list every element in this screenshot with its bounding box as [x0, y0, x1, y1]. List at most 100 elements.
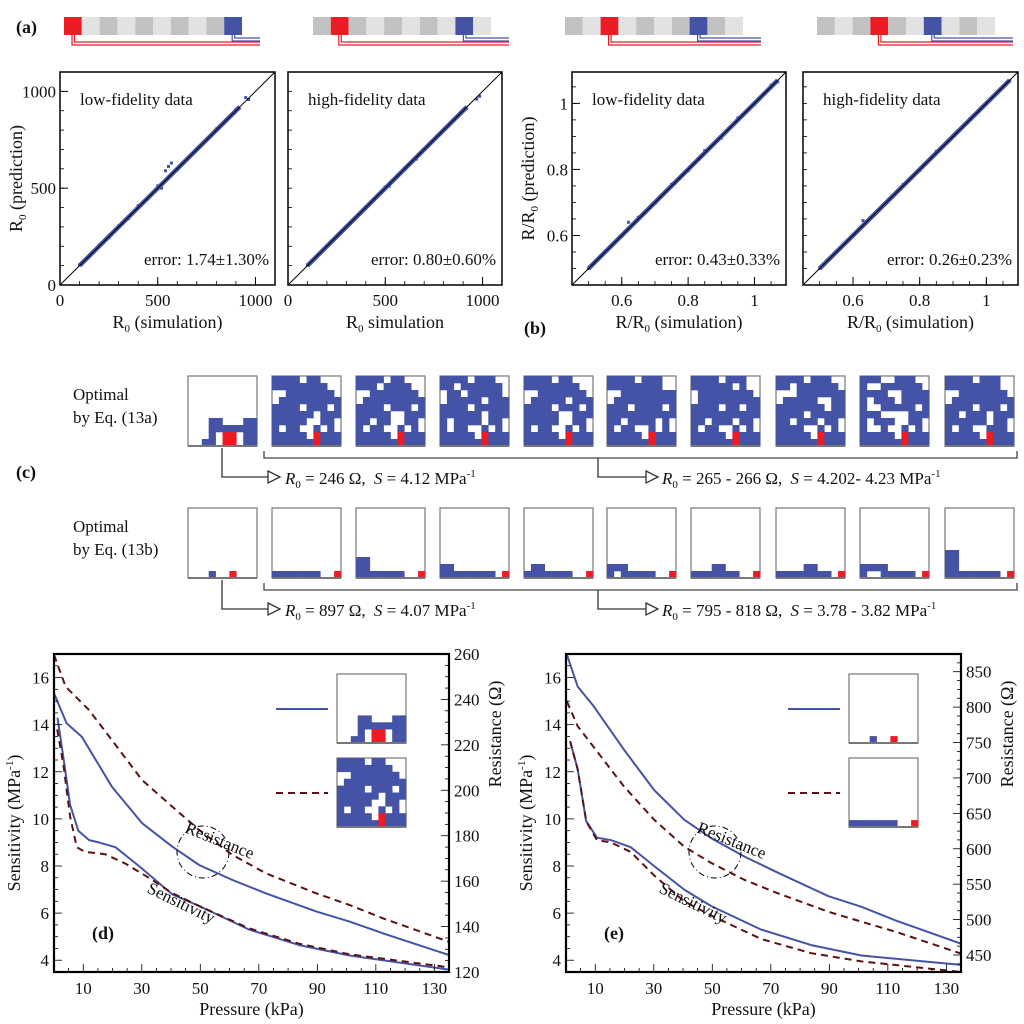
- conductive-cell: [869, 736, 877, 744]
- x-tick-label: 110: [875, 979, 900, 998]
- conductive-cell: [972, 432, 980, 440]
- y-right-tick-label: 240: [454, 690, 480, 709]
- conductive-cell: [620, 411, 628, 419]
- conductive-cell: [711, 383, 719, 391]
- conductive-cell: [613, 439, 622, 447]
- conductive-cell: [327, 418, 335, 426]
- conductive-cell: [502, 439, 510, 447]
- sensitivity-dashed-line: [569, 740, 961, 972]
- conductive-cell: [915, 390, 923, 398]
- conductive-cell: [357, 778, 365, 786]
- conductive-cell: [208, 432, 216, 440]
- optimal-pattern: [859, 375, 930, 447]
- panel-caption: low-fidelity data: [80, 90, 193, 109]
- conductive-cell: [915, 418, 923, 426]
- conductive-cell: [385, 813, 393, 821]
- label-a: (a): [16, 17, 37, 38]
- conductive-cell: [725, 383, 733, 391]
- optimal-pattern: [606, 375, 677, 447]
- conductive-cell: [662, 397, 670, 405]
- y-left-tick-label: 10: [544, 810, 561, 829]
- conductive-cell: [993, 418, 1001, 426]
- conductive-cell: [860, 397, 868, 405]
- conductive-cell: [369, 411, 377, 419]
- electrode-red: [371, 736, 379, 744]
- conductive-cell: [796, 571, 804, 579]
- conductive-cell: [669, 404, 677, 412]
- conductive-cell: [803, 439, 811, 447]
- y-tick-label: 0.8: [547, 160, 568, 179]
- conductive-cell: [320, 404, 328, 412]
- pattern-frame: [271, 507, 342, 579]
- conductive-cell: [460, 439, 468, 447]
- conductive-cell: [544, 425, 552, 433]
- conductive-cell: [620, 397, 628, 405]
- conductive-cell: [474, 571, 482, 579]
- conductive-cell: [474, 404, 482, 412]
- y-left-tick-label: 4: [553, 951, 562, 970]
- conductive-cell: [411, 432, 419, 440]
- conductive-cell: [524, 571, 532, 579]
- conductive-cell: [337, 813, 345, 821]
- conductive-cell: [607, 383, 615, 391]
- conductive-cell: [838, 432, 846, 440]
- conductive-cell: [369, 397, 377, 405]
- conductive-cell: [327, 397, 335, 405]
- red-wire: [338, 35, 509, 46]
- conductive-cell: [440, 432, 448, 440]
- conductive-cell: [586, 404, 594, 412]
- conductive-cell: [371, 758, 379, 766]
- conductive-cell: [453, 571, 461, 579]
- conductive-cell: [579, 432, 587, 440]
- conductive-cell: [397, 404, 405, 412]
- conductive-cell: [648, 376, 656, 384]
- conductive-cell: [215, 425, 223, 433]
- optimal-pattern: [271, 375, 342, 447]
- conductive-cell: [796, 390, 804, 398]
- y-left-axis-label: Sensitivity (MPa-1): [4, 755, 25, 892]
- conductive-cell: [357, 785, 365, 793]
- electrode-red: [669, 571, 677, 579]
- optimal-pattern: [271, 507, 342, 579]
- conductive-cell: [460, 571, 468, 579]
- conductive-cell: [958, 418, 966, 426]
- conductive-cell: [537, 425, 545, 433]
- conductive-cell: [383, 439, 391, 447]
- conductive-cell: [306, 397, 314, 405]
- conductive-cell: [776, 376, 784, 384]
- data-point: [414, 157, 418, 161]
- conductive-cell: [292, 439, 300, 447]
- conductive-cell: [356, 404, 364, 412]
- conductive-cell: [250, 418, 258, 426]
- conductive-cell: [648, 404, 656, 412]
- conductive-cell: [669, 390, 677, 398]
- conductive-cell: [399, 715, 407, 723]
- conductive-cell: [655, 390, 663, 398]
- conductive-cell: [356, 439, 364, 447]
- conductive-cell: [558, 383, 566, 391]
- conductive-cell: [488, 418, 496, 426]
- conductive-cell: [343, 758, 352, 766]
- conductive-cell: [327, 432, 335, 440]
- conductive-cell: [565, 425, 573, 433]
- conductive-cell: [392, 722, 400, 730]
- conductive-cell: [579, 418, 587, 426]
- conductive-cell: [972, 439, 980, 447]
- conductive-cell: [392, 736, 400, 744]
- conductive-cell: [530, 411, 539, 419]
- conductive-cell: [704, 439, 712, 447]
- conductive-cell: [285, 439, 293, 447]
- conductive-cell: [725, 571, 733, 579]
- conductive-cell: [831, 383, 839, 391]
- conductive-cell: [634, 571, 642, 579]
- conductive-cell: [208, 418, 216, 426]
- conductive-cell: [502, 432, 510, 440]
- conductive-cell: [627, 397, 635, 405]
- conductive-cell: [824, 439, 832, 447]
- y-right-tick-label: 500: [966, 911, 992, 930]
- conductive-cell: [972, 390, 980, 398]
- conductive-cell: [586, 397, 594, 405]
- strip-cell: [654, 17, 672, 35]
- y-left-tick-label: 14: [544, 716, 562, 735]
- conductive-cell: [831, 439, 839, 447]
